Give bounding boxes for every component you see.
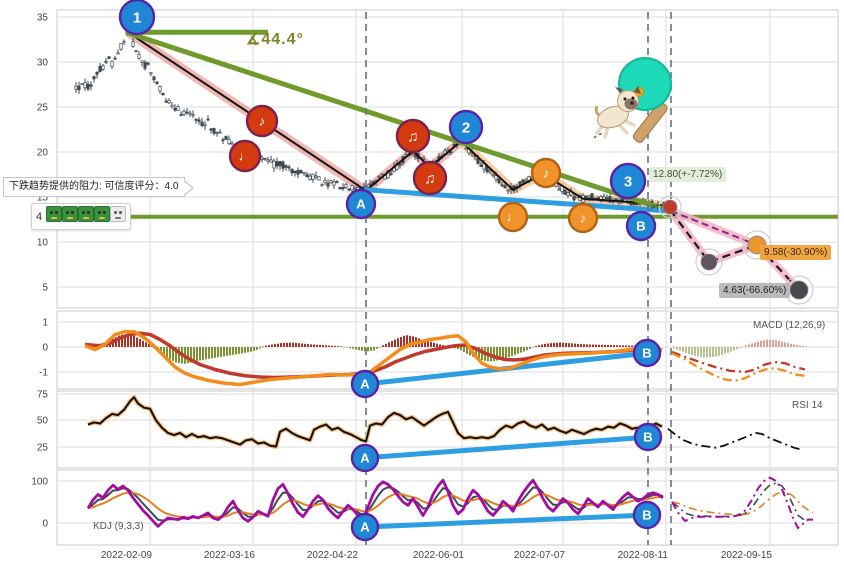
wave-marker-B[interactable]: B — [633, 422, 663, 452]
x-tick-label: 2022-09-15 — [721, 550, 773, 561]
confidence-emote-box: 4 — [31, 203, 132, 230]
wave-marker-A[interactable]: A — [350, 369, 380, 399]
wave-marker-2[interactable]: 2 — [448, 109, 484, 145]
y-tick-label: 100 — [31, 477, 48, 488]
y-tick-label: 10 — [37, 238, 49, 249]
svg-text:♩: ♩ — [239, 149, 252, 164]
x-tick-label: 2022-08-11 — [618, 550, 669, 561]
forecast-dot[interactable] — [789, 280, 809, 300]
y-tick-label: 1 — [42, 318, 48, 329]
dog-icon — [593, 86, 641, 139]
emote-tile-green — [78, 206, 95, 222]
macd-lines — [84, 329, 806, 387]
wave-marker-A[interactable]: A — [350, 443, 380, 473]
kdj-panel-label: KDJ (9,3,3) — [93, 521, 144, 532]
svg-text:♪: ♪ — [543, 166, 550, 181]
svg-text:A: A — [360, 451, 370, 466]
svg-text:B: B — [642, 508, 651, 523]
price-zigzag-line — [127, 31, 671, 208]
wave-marker-B[interactable]: B — [632, 500, 662, 530]
emote-tile-green — [62, 206, 79, 222]
svg-text:♪: ♪ — [259, 114, 266, 129]
note-marker[interactable]: ♪ — [567, 202, 599, 234]
subpanel-markers[interactable]: A B A B A B — [350, 338, 663, 542]
svg-text:B: B — [636, 219, 645, 234]
svg-text:1: 1 — [133, 10, 141, 27]
wave-marker-A[interactable]: A — [350, 512, 380, 542]
y-tick-label: 0 — [42, 519, 48, 530]
svg-text:♫: ♫ — [424, 171, 435, 188]
y-tick-label: 15 — [37, 193, 49, 204]
macd-panel-label: MACD (12,26,9) — [753, 320, 826, 331]
wave-marker-A[interactable]: A — [345, 188, 377, 220]
y-tick-label: 75 — [37, 390, 49, 401]
price-label-target-low: 4.63(-66.60%) — [719, 283, 791, 298]
wave-marker-3[interactable]: 3 — [609, 162, 647, 200]
y-tick-label: 25 — [37, 443, 49, 454]
y-tick-label: 50 — [37, 416, 49, 427]
x-tick-label: 2022-07-07 — [514, 550, 566, 561]
wave-marker-B[interactable]: B — [632, 338, 662, 368]
note-marker[interactable]: ♩ — [228, 139, 262, 173]
wave-marker-B[interactable]: B — [625, 210, 657, 242]
y-tick-label: 0 — [42, 343, 48, 354]
rsi-panel-label: RSI 14 — [792, 400, 823, 411]
svg-text:B: B — [643, 430, 652, 445]
emote-tile-green — [46, 206, 63, 222]
y-tick-label: 30 — [37, 58, 49, 69]
wave-marker-1[interactable]: 1 — [118, 0, 156, 36]
y-tick-label: 20 — [37, 148, 49, 159]
price-label-target-mid: 9.58(-30.90%) — [760, 245, 832, 260]
y-tick-label: 5 — [42, 283, 48, 294]
emote-tile-green — [94, 206, 111, 222]
rsi-line — [87, 394, 803, 451]
x-tick-label: 2022-04-22 — [307, 550, 359, 561]
svg-text:♪: ♪ — [580, 211, 587, 226]
note-marker[interactable]: ♩ — [497, 201, 529, 233]
emote-tiles — [46, 206, 127, 227]
x-tick-label: 2022-03-16 — [204, 550, 256, 561]
main-chart-markers[interactable]: 1 ♪ ♩ A ♫ ♫ 2 ♩ ♪ ♪ 3 B — [118, 0, 657, 242]
svg-text:2: 2 — [462, 120, 470, 137]
svg-text:♫: ♫ — [407, 129, 418, 146]
svg-text:B: B — [642, 346, 651, 361]
note-marker[interactable]: ♫ — [395, 118, 431, 154]
y-tick-label: -1 — [39, 368, 48, 379]
svg-text:A: A — [360, 520, 370, 535]
y-tick-label: 35 — [37, 13, 49, 24]
kdj-lines — [86, 476, 814, 530]
resistance-callout-text: 下跌趋势提供的阻力: 可信度评分：4.0 — [9, 181, 179, 192]
svg-text:♩: ♩ — [507, 210, 520, 225]
note-marker[interactable]: ♫ — [412, 160, 448, 196]
svg-text:A: A — [360, 377, 370, 392]
y-tick-label: 25 — [37, 103, 49, 114]
resistance-callout: 下跌趋势提供的阻力: 可信度评分：4.0 — [3, 177, 195, 197]
emote-tile-torn — [110, 206, 127, 222]
forecast-dot[interactable] — [662, 199, 678, 215]
trend-lines-green — [125, 29, 672, 214]
svg-text:3: 3 — [624, 174, 632, 191]
pt-label: PT — [651, 205, 661, 212]
note-marker[interactable]: ♪ — [530, 157, 562, 189]
x-tick-label: 2022-06-01 — [413, 550, 465, 561]
x-tick-label: 2022-02-09 — [101, 550, 153, 561]
price-label-current: 12.80(+-7.72%) — [649, 167, 727, 182]
svg-text:A: A — [356, 197, 366, 212]
note-marker[interactable]: ♪ — [245, 104, 279, 138]
forecast-dot[interactable] — [700, 253, 718, 271]
confidence-score-label: 4 — [36, 210, 43, 223]
trend-angle-label: ∡44.4° — [246, 31, 304, 48]
